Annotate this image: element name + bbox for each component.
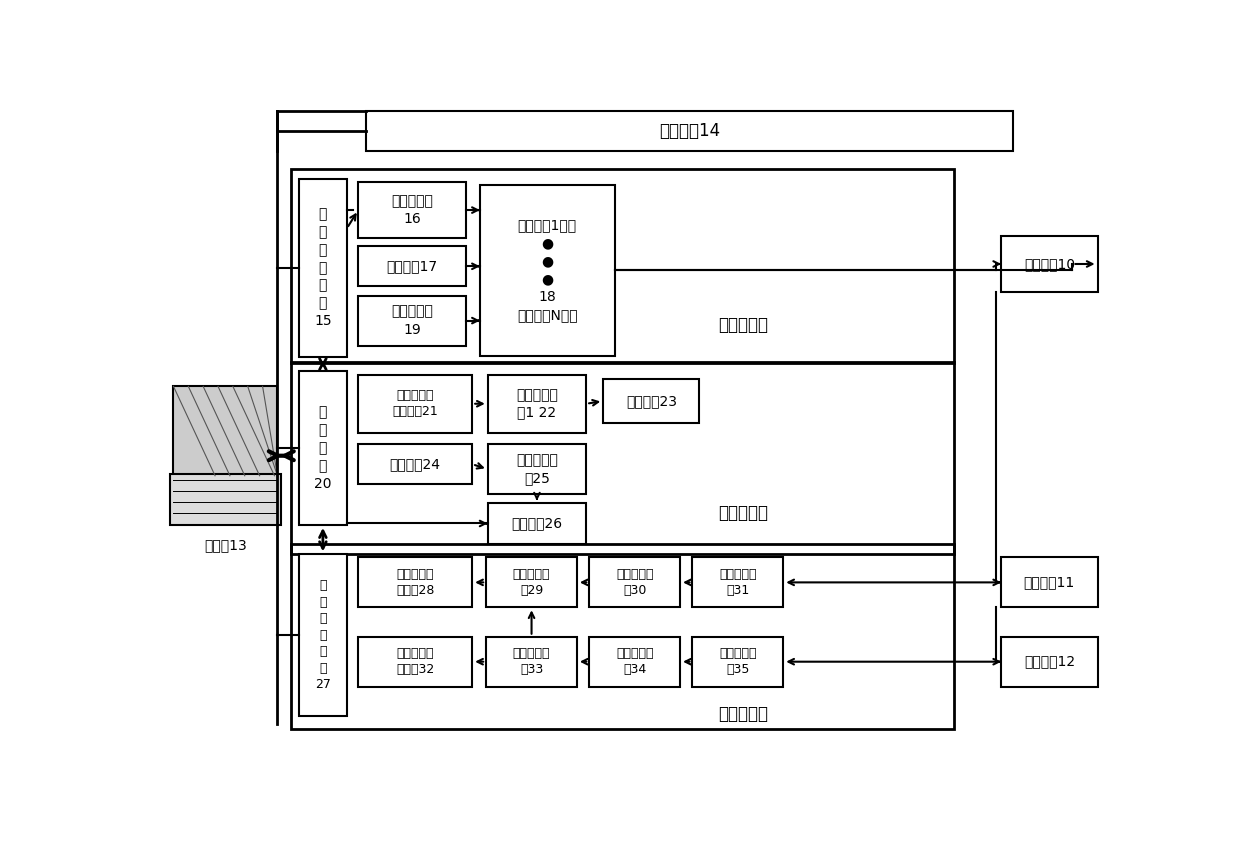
Bar	[170, 475, 281, 525]
Bar	[299, 371, 347, 525]
Text: 前端匹配模
块31: 前端匹配模 块31	[719, 568, 756, 597]
Bar	[358, 246, 466, 286]
Bar	[487, 503, 587, 543]
Bar	[299, 554, 347, 716]
Text: 第
二
从
控
制
器
27: 第 二 从 控 制 器 27	[315, 580, 331, 691]
Bar	[291, 544, 954, 729]
Text: 主
控
制
器
20: 主 控 制 器 20	[314, 405, 331, 491]
Text: 驱动模块26: 驱动模块26	[511, 516, 563, 530]
Text: 第
一
从
控
制
器
15: 第 一 从 控 制 器 15	[314, 207, 331, 328]
Text: 发射线圈10: 发射线圈10	[1024, 257, 1075, 271]
Text: 电压转换模
块1 22: 电压转换模 块1 22	[516, 387, 558, 420]
Text: 参考线圈12: 参考线圈12	[1024, 655, 1075, 668]
Text: 多级滤波模
块30: 多级滤波模 块30	[616, 568, 653, 597]
Text: 信号数据接
收模块28: 信号数据接 收模块28	[396, 568, 434, 597]
Bar	[358, 444, 472, 484]
Text: 全波接收机: 全波接收机	[718, 705, 769, 722]
Bar	[486, 558, 577, 607]
Text: 宽范围电压
输入模块21: 宽范围电压 输入模块21	[392, 389, 438, 419]
Bar	[358, 295, 466, 346]
Text: 匹配网络模
块35: 匹配网络模 块35	[719, 647, 756, 677]
Bar	[174, 387, 278, 475]
Bar	[487, 375, 587, 432]
Bar	[1001, 236, 1097, 292]
Bar	[603, 379, 699, 423]
Bar	[589, 558, 681, 607]
Bar	[1001, 558, 1097, 607]
Text: 桥路输出模
块25: 桥路输出模 块25	[516, 453, 558, 485]
Bar	[1001, 637, 1097, 687]
Bar	[480, 184, 615, 355]
Text: 滤波放大模
块34: 滤波放大模 块34	[616, 647, 653, 677]
Text: 功率放大器
16: 功率放大器 16	[392, 195, 433, 226]
Bar	[299, 179, 347, 357]
Text: 报警模块24: 报警模块24	[389, 457, 440, 471]
Bar	[487, 444, 587, 494]
Text: 接收线圈11: 接收线圈11	[1024, 575, 1075, 590]
Text: 监测模块14: 监测模块14	[658, 122, 720, 140]
Text: 噪声数据接
收模块32: 噪声数据接 收模块32	[396, 647, 434, 677]
Bar	[589, 637, 681, 687]
Text: 储能装刵23: 储能装刵23	[626, 394, 677, 408]
Text: 第一发射机: 第一发射机	[718, 316, 769, 334]
Bar	[358, 183, 466, 238]
Text: 动态增益模
块29: 动态增益模 块29	[513, 568, 551, 597]
Text: 功率输出1支路
●
●
●
18
功率输出N支路: 功率输出1支路 ● ● ● 18 功率输出N支路	[517, 218, 578, 321]
Bar	[358, 558, 472, 607]
Bar	[291, 169, 954, 363]
Bar	[366, 111, 1013, 151]
Text: 超级电刹17: 超级电刹17	[387, 260, 438, 273]
Bar	[486, 637, 577, 687]
Text: 第二发射机: 第二发射机	[718, 504, 769, 523]
Bar	[692, 558, 784, 607]
Bar	[692, 637, 784, 687]
Text: 均流控制器
19: 均流控制器 19	[392, 305, 433, 337]
Text: 计算机13: 计算机13	[205, 538, 247, 552]
Bar	[358, 375, 472, 432]
Bar	[291, 362, 954, 554]
Bar	[358, 637, 472, 687]
Text: 参考补偿模
块33: 参考补偿模 块33	[513, 647, 551, 677]
Bar	[166, 379, 285, 533]
